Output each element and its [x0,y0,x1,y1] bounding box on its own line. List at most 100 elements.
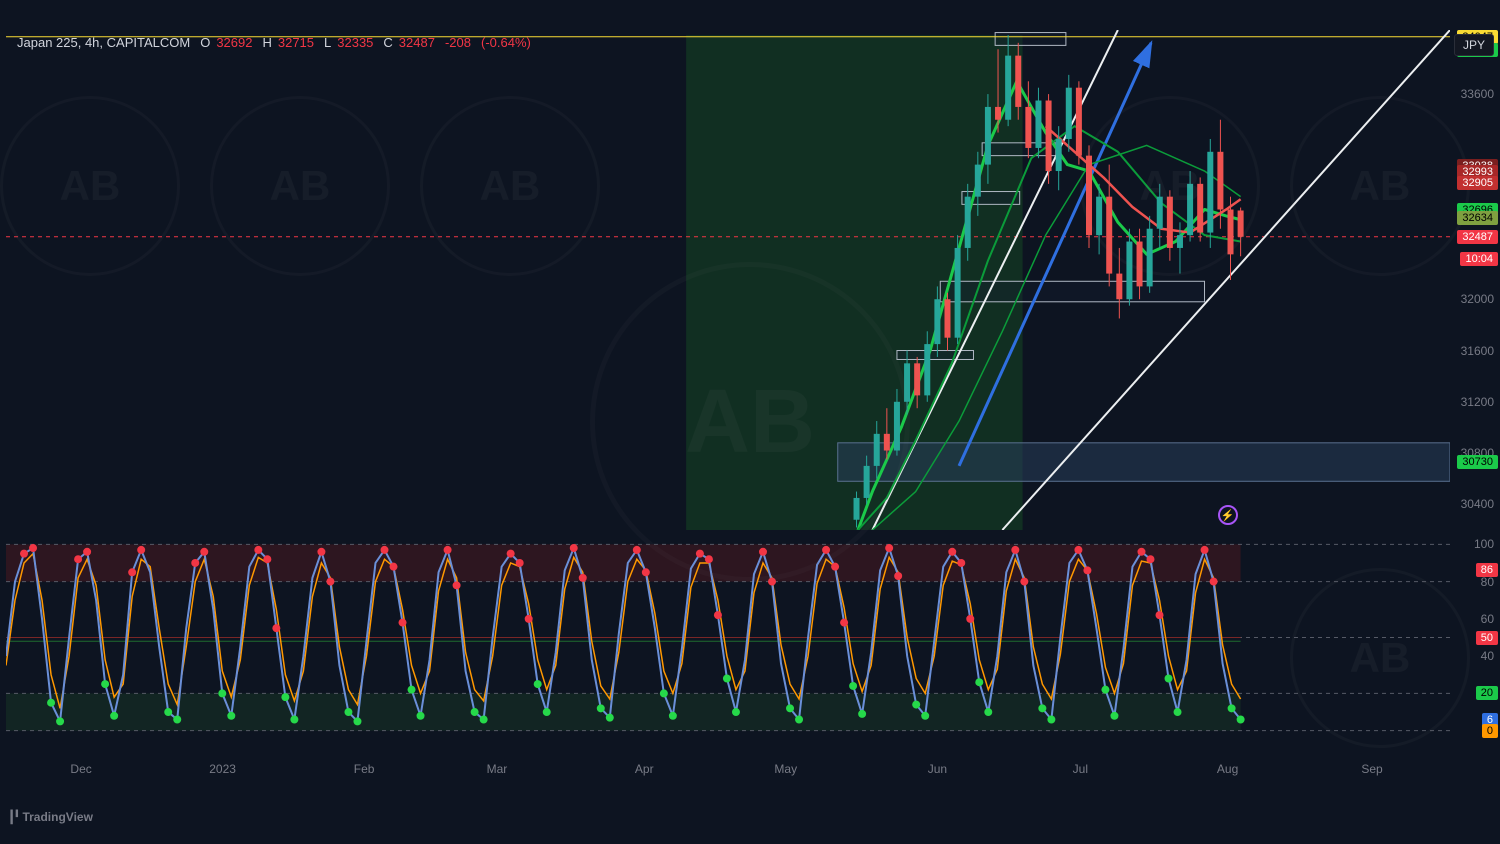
ohlc-l-label: L [324,35,331,50]
signal-dot-sell [579,574,587,582]
time-tick: 2023 [209,762,236,776]
price-axis[interactable]: 3040030800312003160032000336003404733947… [1450,30,1500,530]
oscillator-chart[interactable] [6,535,1450,740]
signal-dot-sell [633,546,641,554]
candle-body[interactable] [1046,101,1052,172]
candle-body[interactable] [995,107,1001,120]
candle-body[interactable] [864,466,870,498]
signal-dot-sell [254,546,262,554]
osc-tag[interactable]: 20 [1476,686,1498,700]
supply-zone[interactable] [897,351,974,360]
signal-dot-buy [984,708,992,716]
time-tick: Apr [635,762,654,776]
candle-body[interactable] [1025,107,1031,148]
signal-dot-buy [534,680,542,688]
candle-body[interactable] [1086,156,1092,235]
candle-body[interactable] [1056,139,1062,171]
signal-dot-buy [110,712,118,720]
candle-body[interactable] [1137,242,1143,287]
time-axis[interactable]: Dec2023FebMarAprMayJunJulAugSep [6,762,1450,782]
currency-button[interactable]: JPY [1454,34,1494,56]
candle-body[interactable] [1228,209,1234,254]
candle-body[interactable] [874,434,880,466]
candle-body[interactable] [1167,197,1173,248]
signal-dot-buy [281,693,289,701]
candle-body[interactable] [1147,229,1153,287]
signal-dot-buy [597,704,605,712]
signal-dot-buy [480,716,488,724]
price-tag[interactable]: 32634 [1457,211,1498,225]
price-tag[interactable]: 32487 [1457,230,1498,244]
osc-tag[interactable]: 0 [1482,724,1498,738]
oscillator-axis[interactable]: 02040608010086502060 [1450,535,1500,740]
candle-body[interactable] [924,344,930,395]
signal-dot-sell [1137,548,1145,556]
signal-dot-buy [732,708,740,716]
countdown-tag: 10:04 [1460,252,1498,266]
candle-body[interactable] [1197,184,1203,233]
candle-body[interactable] [1066,88,1072,139]
signal-dot-buy [1038,704,1046,712]
candle-body[interactable] [914,363,920,395]
candle-body[interactable] [985,107,991,165]
candle-body[interactable] [1126,242,1132,300]
candle-body[interactable] [1217,152,1223,210]
candle-body[interactable] [1035,101,1041,148]
candle-body[interactable] [1116,274,1122,300]
signal-dot-buy [921,712,929,720]
candle-body[interactable] [1238,211,1244,237]
candle-body[interactable] [1076,88,1082,156]
replay-icon[interactable]: ⚡ [1218,505,1238,525]
candle-body[interactable] [965,197,971,248]
candle-body[interactable] [1157,197,1163,229]
signal-dot-sell [759,548,767,556]
candle-body[interactable] [1187,184,1193,235]
candle-body[interactable] [1005,56,1011,120]
candle-body[interactable] [1106,197,1112,274]
signal-dot-buy [669,712,677,720]
candle-body[interactable] [944,299,950,337]
osc-tag[interactable]: 50 [1476,631,1498,645]
osc-tag[interactable]: 86 [1476,563,1498,577]
price-pane[interactable] [6,30,1450,530]
candle-body[interactable] [955,248,961,338]
oscillator-pane[interactable] [6,535,1450,740]
ohlc-h: 32715 [278,35,314,50]
candle-body[interactable] [1096,197,1102,235]
price-tag[interactable]: 32905 [1457,176,1498,190]
signal-dot-sell [768,578,776,586]
candle-body[interactable] [854,498,860,520]
time-tick: Jun [928,762,947,776]
change-abs: -208 [445,35,471,50]
price-tag[interactable]: 30730 [1457,455,1498,469]
signal-dot-sell [696,550,704,558]
candle-body[interactable] [894,402,900,451]
signal-dot-sell [1011,546,1019,554]
signal-dot-buy [101,680,109,688]
signal-dot-sell [507,550,515,558]
chart-root: Japan 225, 4h, CAPITALCOM O32692 H32715 … [0,0,1500,844]
candle-body[interactable] [884,434,890,451]
time-tick: Feb [354,762,375,776]
candle-body[interactable] [1207,152,1213,233]
demand-zone[interactable] [838,443,1450,481]
candle-body[interactable] [1177,235,1183,248]
oversold-band [6,693,1241,730]
candle-body[interactable] [975,165,981,197]
tv-icon: ┃╹ [8,810,18,824]
symbol-text[interactable]: Japan 225, 4h, CAPITALCOM [17,35,190,50]
signal-dot-buy [786,704,794,712]
signal-dot-buy [912,701,920,709]
tradingview-logo[interactable]: ┃╹ TradingView [8,810,93,824]
signal-dot-buy [1174,708,1182,716]
supply-zone[interactable] [995,33,1066,46]
candle-body[interactable] [934,299,940,344]
signal-dot-sell [200,548,208,556]
signal-dot-sell [74,555,82,563]
candle-body[interactable] [1015,56,1021,107]
price-chart[interactable] [6,30,1450,530]
signal-dot-buy [218,689,226,697]
candle-body[interactable] [904,363,910,401]
signal-dot-sell [453,581,461,589]
signal-dot-sell [705,555,713,563]
